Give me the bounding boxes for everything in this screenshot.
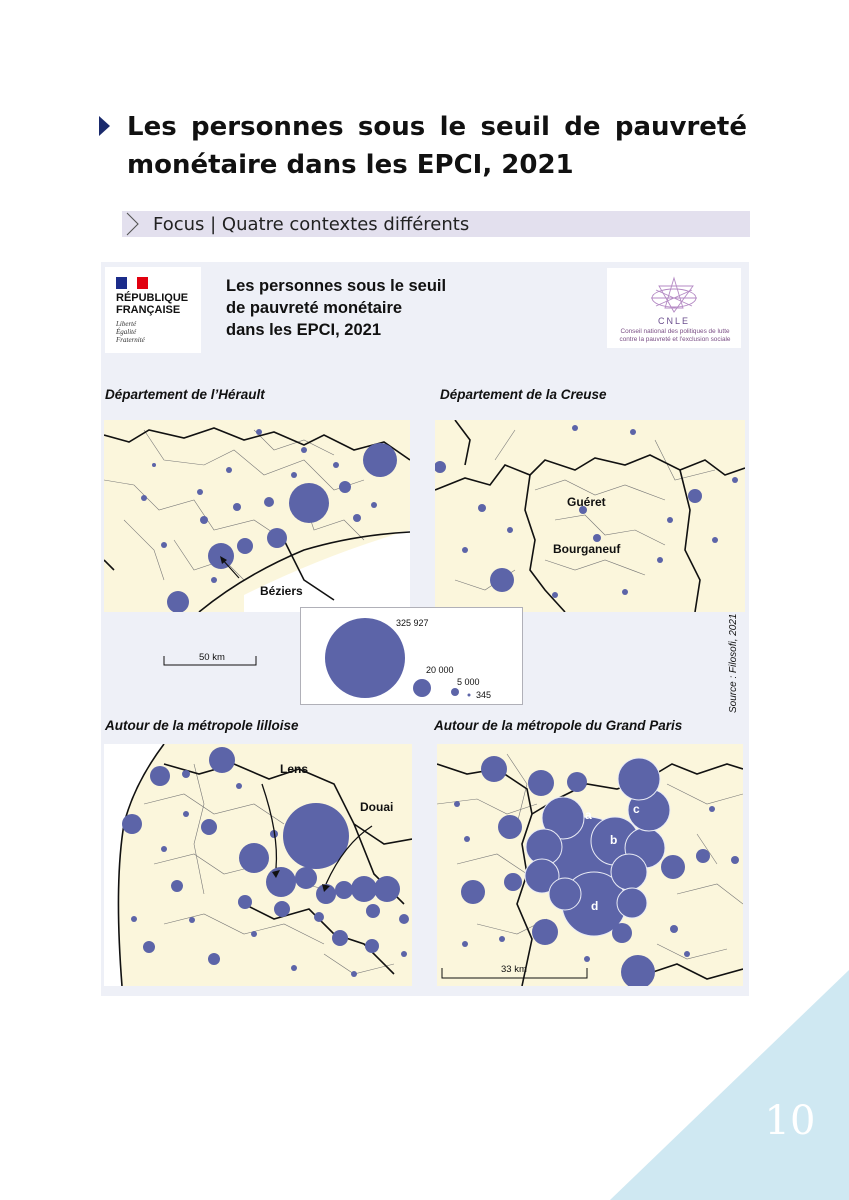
paris-map-drawing (437, 744, 743, 986)
legend (300, 607, 523, 705)
map-title-creuse: Département de la Creuse (440, 387, 607, 402)
map-herault: Béziers (104, 420, 410, 612)
lille-map-drawing (104, 744, 412, 986)
cnle-logo: CNLE Conseil national des politiques de … (607, 268, 741, 348)
scale-33km-label: 33 km (501, 964, 527, 975)
scale-bar-33km (441, 968, 588, 979)
cnle-acronym: CNLE (657, 316, 690, 326)
marianne-flag-icon (116, 277, 148, 289)
label-gueret: Guéret (567, 495, 606, 509)
label-lens: Lens (280, 762, 309, 776)
legend-circle-20000 (413, 679, 431, 697)
map-title-paris: Autour de la métropole du Grand Paris (434, 718, 683, 733)
map-paris: a b c d 33 km (437, 744, 743, 986)
map-title-herault: Département de l’Hérault (105, 387, 265, 402)
focus-bar (122, 211, 750, 237)
source-note: Source : Filosofi, 2021 (728, 613, 739, 714)
cnle-star-icon (651, 276, 697, 313)
scale-bar-50km (163, 656, 257, 666)
legend-circle-5000 (451, 688, 459, 696)
map-lille: Lens Douai (104, 744, 412, 986)
legend-value-325927: 325 927 (396, 618, 429, 628)
rf-name: RÉPUBLIQUE FRANÇAISE (116, 292, 189, 316)
label-b: b (610, 833, 618, 847)
corner-decoration (610, 970, 849, 1200)
herault-map-drawing (104, 420, 410, 612)
figure-title: Les personnes sous le seuil de pauvreté … (226, 277, 447, 339)
label-a: a (585, 808, 592, 822)
cnle-subtitle: Conseil national des politiques de lutte… (619, 328, 731, 343)
label-bourganeuf: Bourganeuf (553, 542, 621, 556)
focus-subtitle: Focus | Quatre contextes différents (153, 214, 470, 235)
title-marker-icon (99, 116, 110, 136)
section-title: Les personnes sous le seuil de pauvreté … (127, 112, 747, 180)
legend-value-345: 345 (476, 690, 492, 700)
label-d: d (591, 899, 599, 913)
label-beziers: Béziers (260, 584, 303, 598)
legend-circle-345 (467, 693, 471, 697)
legend-circle-325927 (325, 618, 405, 698)
map-title-lille: Autour de la métropole lilloise (105, 718, 299, 733)
chevron-right-icon (126, 212, 139, 236)
label-douai: Douai (360, 800, 394, 814)
scale-50km-label: 50 km (199, 652, 225, 663)
page-number: 10 (764, 1098, 816, 1144)
legend-value-5000: 5 000 (457, 677, 480, 687)
creuse-map-drawing (435, 420, 745, 612)
rf-motto: Liberté Égalité Fraternité (116, 320, 145, 344)
legend-value-20000: 20 000 (426, 665, 454, 675)
label-c: c (633, 802, 640, 816)
map-creuse: Guéret Bourganeuf (435, 420, 745, 612)
legend-circles (325, 618, 471, 698)
